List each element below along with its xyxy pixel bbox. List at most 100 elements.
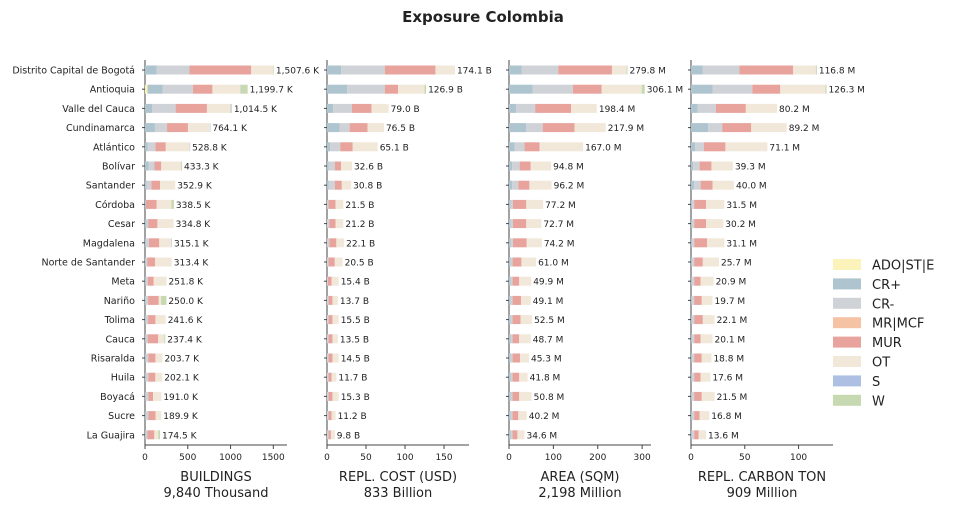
x-tick-label: 0 bbox=[506, 453, 512, 463]
x-tick-label: 1000 bbox=[219, 453, 242, 463]
bar-segment-mur bbox=[148, 219, 158, 229]
bar-segment-mur bbox=[542, 123, 575, 133]
bar-segment-cr- bbox=[708, 123, 723, 133]
data-label: 50.8 M bbox=[534, 393, 565, 403]
bar-segment-cr- bbox=[145, 411, 149, 421]
bar-segment-mur bbox=[328, 391, 333, 401]
bar-segment-ot bbox=[780, 84, 826, 94]
category-label: Santander bbox=[86, 181, 135, 192]
category-label: Cesar bbox=[108, 219, 135, 230]
bar-segment-ot bbox=[530, 161, 552, 171]
bar-segment-cr+ bbox=[509, 84, 533, 94]
data-label: 76.5 B bbox=[386, 124, 415, 134]
bar-segment-mur bbox=[328, 199, 336, 209]
bar-segment-cr- bbox=[327, 430, 329, 440]
bar-segment-w bbox=[240, 84, 248, 94]
bar-segment-cr+ bbox=[691, 276, 693, 286]
data-label: 13.5 B bbox=[340, 335, 369, 345]
bar-segment-ot bbox=[155, 353, 163, 363]
bar-segment-ot bbox=[519, 372, 528, 382]
bar-segment-ot bbox=[699, 411, 710, 421]
data-label: 16.8 M bbox=[711, 412, 742, 422]
bar-segment-ot bbox=[335, 219, 344, 229]
data-label: 9.8 B bbox=[337, 431, 360, 441]
bar-segment-cr+ bbox=[509, 161, 513, 171]
bar-segment-mur bbox=[512, 238, 527, 248]
category-label: Risaralda bbox=[91, 354, 135, 365]
category-label: Atlántico bbox=[93, 142, 135, 153]
bar-segment-ot bbox=[341, 180, 352, 190]
category-label: Distrito Capital de Bogotá bbox=[12, 66, 135, 77]
data-label: 338.5 K bbox=[176, 201, 212, 211]
bar-segment-cr- bbox=[145, 353, 149, 363]
bar-segment-cr- bbox=[712, 84, 753, 94]
data-label: 237.4 K bbox=[167, 335, 203, 345]
bar-segment-cr+ bbox=[145, 238, 147, 248]
bar-segment-ot bbox=[519, 276, 532, 286]
bar-segment-ot bbox=[212, 84, 241, 94]
bar-segment-ot bbox=[745, 103, 778, 113]
data-label: 45.3 M bbox=[531, 355, 562, 365]
x-tick-label: 0 bbox=[688, 453, 694, 463]
data-label: 49.9 M bbox=[533, 278, 564, 288]
panel-total: 2,198 Million bbox=[538, 486, 621, 501]
bar-segment-ot bbox=[700, 334, 713, 344]
data-label: 34.6 M bbox=[527, 431, 558, 441]
bar-segment-cr+ bbox=[327, 65, 342, 75]
bar-segment-cr- bbox=[328, 161, 335, 171]
x-axis-label: AREA (SQM) bbox=[540, 470, 619, 485]
bar-segment-w bbox=[181, 161, 183, 171]
bar-segment-ot bbox=[159, 238, 172, 248]
data-label: 17.6 M bbox=[712, 374, 743, 384]
data-label: 251.8 K bbox=[169, 278, 205, 288]
data-label: 14.5 B bbox=[341, 355, 370, 365]
bar-segment-mur bbox=[175, 103, 207, 113]
bar-segment-cr+ bbox=[509, 353, 511, 363]
legend-swatch bbox=[833, 297, 861, 309]
bar-segment-cr- bbox=[692, 276, 695, 286]
x-tick-label: 1500 bbox=[262, 453, 285, 463]
bar-segment-cr- bbox=[693, 161, 700, 171]
bar-segment-cr+ bbox=[509, 372, 511, 382]
bar-segment-cr- bbox=[526, 123, 543, 133]
bar-segment-mur bbox=[340, 142, 353, 152]
bar-segment-w bbox=[164, 334, 166, 344]
bar-segment-cr- bbox=[147, 142, 156, 152]
category-label: Sucre bbox=[108, 411, 135, 422]
bar-segment-cr+ bbox=[327, 123, 340, 133]
data-label: 40.2 M bbox=[529, 412, 560, 422]
bar-segment-cr- bbox=[510, 295, 513, 305]
bar-segment-ot bbox=[520, 295, 531, 305]
bar-segment-mur bbox=[328, 257, 335, 267]
bar-segment-mur bbox=[328, 353, 333, 363]
bar-segment-mur bbox=[694, 353, 702, 363]
bar-segment-cr- bbox=[692, 295, 695, 305]
bar-segment-ot bbox=[158, 295, 162, 305]
bar-segment-cr+ bbox=[691, 334, 693, 344]
bar-segment-ot bbox=[711, 161, 733, 171]
data-label: 306.1 M bbox=[647, 86, 683, 96]
bar-segment-ot bbox=[206, 103, 231, 113]
chart-title: Exposure Colombia bbox=[402, 8, 564, 26]
bar-segment-cr+ bbox=[509, 123, 527, 133]
bar-segment-cr- bbox=[692, 430, 695, 440]
bar-segment-cr+ bbox=[691, 257, 693, 267]
bar-segment-ot bbox=[701, 295, 713, 305]
bar-segment-cr+ bbox=[691, 391, 693, 401]
bar-segment-cr- bbox=[327, 353, 329, 363]
data-label: 250.0 K bbox=[168, 297, 204, 307]
bar-segment-mur bbox=[328, 430, 331, 440]
bar-segment-ot bbox=[517, 430, 525, 440]
bar-segment-mur bbox=[694, 334, 701, 344]
x-tick-label: 50 bbox=[360, 453, 372, 463]
bar-segment-cr- bbox=[152, 103, 176, 113]
data-label: 65.1 B bbox=[380, 143, 409, 153]
data-label: 30.2 M bbox=[725, 220, 756, 230]
bar-segment-cr- bbox=[510, 238, 513, 248]
bar-segment-cr- bbox=[532, 84, 573, 94]
bar-segment-cr+ bbox=[691, 84, 713, 94]
bar-segment-cr+ bbox=[145, 257, 146, 267]
bar-segment-cr- bbox=[327, 411, 329, 421]
data-label: 21.2 B bbox=[345, 220, 374, 230]
bar-segment-mur bbox=[384, 84, 398, 94]
